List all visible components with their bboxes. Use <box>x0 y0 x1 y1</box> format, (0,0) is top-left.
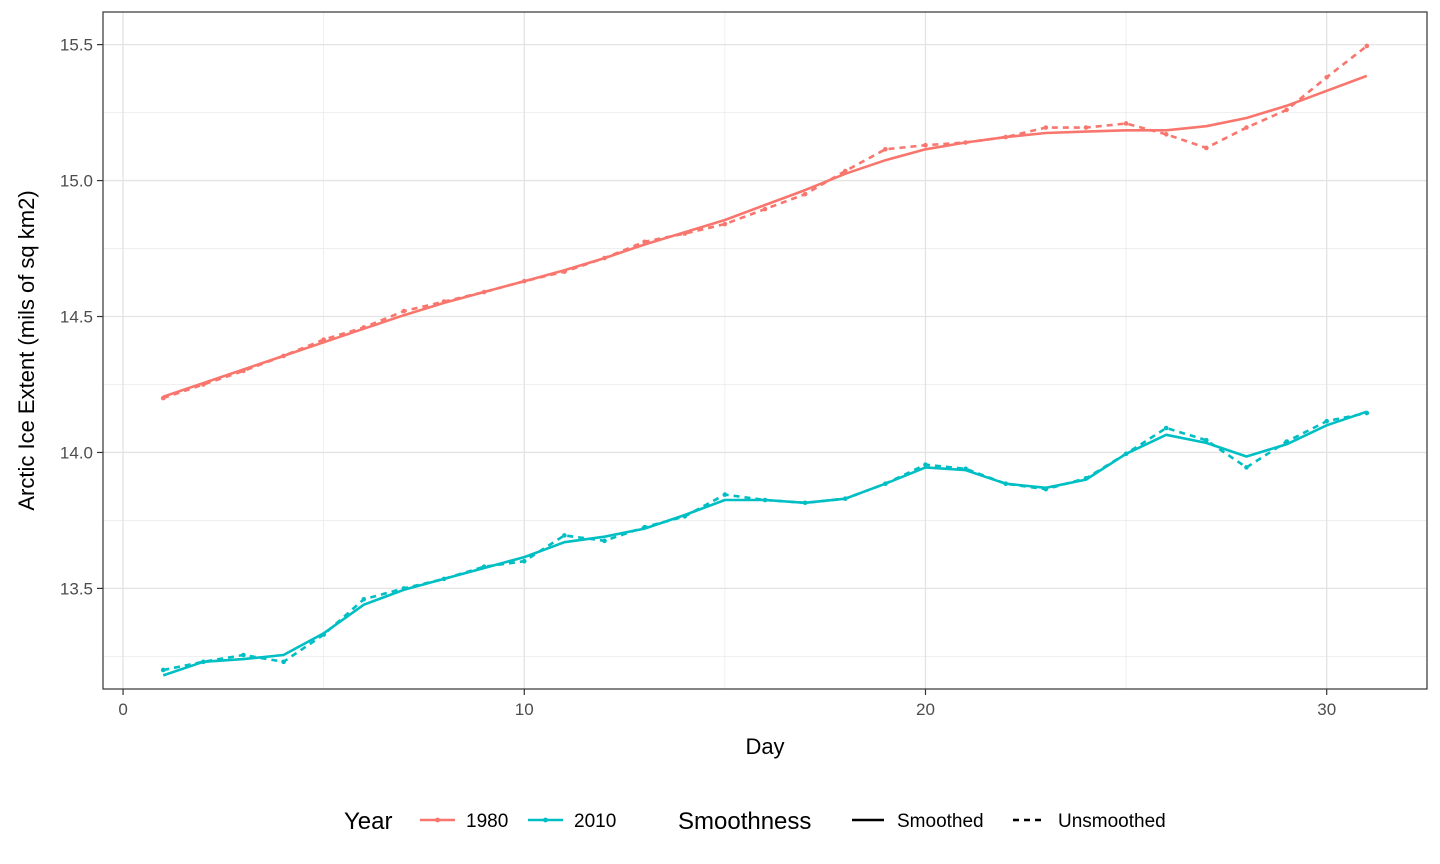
x-tick-label: 10 <box>515 700 534 719</box>
plot-axes: 0 10 20 30 13.5 14.0 14.5 15.0 15.5 <box>60 36 1336 719</box>
series-point <box>1123 121 1129 126</box>
series-point <box>521 558 527 564</box>
series-point <box>1163 132 1169 137</box>
legend-smoothness-item: Unsmoothed <box>1013 811 1166 832</box>
series-line <box>162 74 1368 398</box>
legend-year-item: 2010 <box>528 811 616 832</box>
series-point <box>401 308 407 314</box>
series-point <box>1204 145 1209 151</box>
series-point <box>602 538 607 544</box>
legend-key-point <box>543 817 548 823</box>
series-point <box>1284 107 1289 113</box>
series-point <box>1364 43 1370 49</box>
series-2010-smoothed <box>162 410 1368 677</box>
legend-year-label: 1980 <box>466 811 508 832</box>
series-point <box>241 652 246 658</box>
series-point <box>1163 425 1169 431</box>
series-point <box>923 462 928 467</box>
y-tick-label: 15.0 <box>60 172 93 191</box>
series-point <box>281 659 286 665</box>
series-point <box>562 533 567 538</box>
legend-year-label: 2010 <box>574 811 616 832</box>
series-point <box>1083 125 1089 130</box>
x-tick-label: 20 <box>916 700 935 719</box>
plot-series <box>160 43 1370 677</box>
plot-grid <box>103 12 1427 689</box>
series-line <box>162 410 1368 677</box>
legend-smoothness-label: Unsmoothed <box>1058 811 1166 832</box>
legend-smoothness-items: Smoothed Unsmoothed <box>852 811 1166 832</box>
legend-year-title: Year <box>344 808 393 835</box>
series-point <box>361 596 367 602</box>
y-tick-label: 15.5 <box>60 36 93 55</box>
series-point <box>883 147 888 152</box>
x-tick-label: 30 <box>1317 700 1336 719</box>
legend-year-items: 1980 2010 <box>420 811 616 832</box>
series-point <box>1043 125 1049 130</box>
y-tick-label: 14.5 <box>60 308 93 327</box>
x-tick-label: 0 <box>118 700 127 719</box>
series-point <box>722 492 728 497</box>
y-tick-label: 14.0 <box>60 443 93 462</box>
legend-key-point <box>435 817 440 823</box>
legend: Year 1980 2010 Smoothness Smoothed Unsmoot… <box>344 808 1166 835</box>
series-point <box>1324 74 1329 80</box>
x-axis-title: Day <box>745 734 784 759</box>
series-point <box>762 206 768 212</box>
series-point <box>160 667 166 673</box>
series-point <box>722 221 728 227</box>
series-1980-smoothed <box>162 74 1368 398</box>
series-point <box>1324 418 1329 424</box>
legend-smoothness-item: Smoothed <box>852 811 984 832</box>
legend-smoothness-label: Smoothed <box>897 811 984 832</box>
plot-panel-border <box>102 11 1428 690</box>
y-axis-title: Arctic Ice Extent (mils of sq km2) <box>14 190 39 510</box>
series-point <box>1244 125 1249 130</box>
series-point <box>923 142 928 148</box>
series-point <box>802 191 808 197</box>
series-point <box>1244 465 1249 470</box>
legend-year-item: 1980 <box>420 811 508 832</box>
y-tick-label: 13.5 <box>60 579 93 598</box>
legend-smoothness-title: Smoothness <box>678 808 811 835</box>
